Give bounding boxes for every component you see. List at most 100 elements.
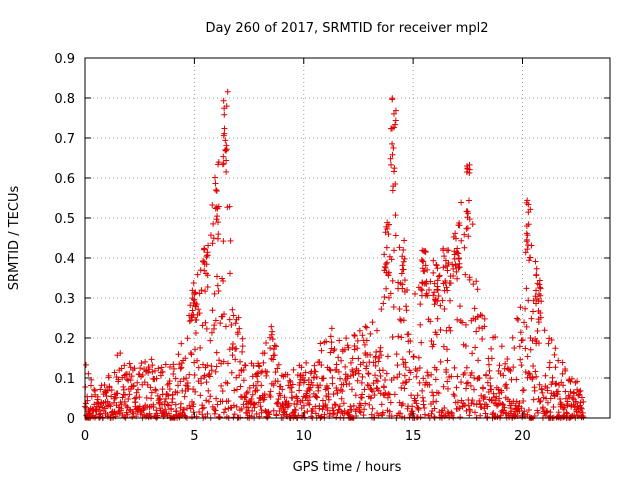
data-point — [129, 413, 136, 420]
data-point — [223, 103, 230, 110]
data-point — [454, 373, 461, 380]
data-point — [215, 287, 222, 294]
data-point — [481, 405, 488, 412]
data-point — [233, 345, 240, 352]
data-point — [120, 386, 127, 393]
chart-title: Day 260 of 2017, SRMTID for receiver mpl… — [206, 21, 489, 36]
data-point — [525, 370, 532, 377]
data-point — [361, 386, 368, 393]
data-point — [195, 306, 202, 313]
data-point — [541, 327, 548, 334]
data-point — [220, 97, 227, 104]
data-point — [216, 414, 223, 421]
data-point — [174, 382, 181, 389]
data-point — [434, 265, 441, 272]
data-point — [400, 317, 407, 324]
data-point — [547, 395, 554, 402]
data-point — [208, 329, 215, 336]
data-point — [457, 414, 464, 421]
data-point — [358, 379, 365, 386]
data-point — [369, 388, 376, 395]
data-point — [373, 348, 380, 355]
data-point — [535, 308, 542, 315]
data-point — [212, 317, 219, 324]
data-point — [282, 404, 289, 411]
data-point — [396, 371, 403, 378]
data-point — [437, 302, 444, 309]
data-point — [229, 352, 236, 359]
data-point — [204, 362, 211, 369]
x-axis-label: GPS time / hours — [293, 460, 402, 475]
data-point — [351, 346, 358, 353]
data-point — [270, 407, 277, 414]
data-point — [202, 288, 209, 295]
data-point — [210, 235, 217, 242]
data-point — [458, 379, 465, 386]
data-point — [517, 304, 524, 311]
data-point — [484, 379, 491, 386]
data-point — [518, 405, 525, 412]
data-point — [176, 414, 183, 421]
data-point — [535, 291, 542, 298]
data-point — [207, 393, 214, 400]
data-point — [445, 247, 452, 254]
data-point — [222, 323, 229, 330]
data-point — [271, 342, 278, 349]
data-point — [211, 290, 218, 297]
data-point — [401, 255, 408, 262]
data-point — [316, 358, 323, 365]
data-point — [524, 411, 531, 418]
data-point — [419, 258, 426, 265]
data-point — [207, 232, 214, 239]
data-point — [425, 372, 432, 379]
data-point — [578, 394, 585, 401]
data-point — [564, 410, 571, 417]
data-point — [306, 387, 313, 394]
data-point — [166, 386, 173, 393]
data-point — [212, 368, 219, 375]
data-point — [140, 405, 147, 412]
data-point — [471, 386, 478, 393]
data-point — [383, 285, 390, 292]
data-points — [82, 88, 587, 421]
data-point — [319, 397, 326, 404]
data-point — [198, 287, 205, 294]
data-point — [369, 319, 376, 326]
data-point — [191, 359, 198, 366]
data-point — [450, 265, 457, 272]
data-point — [352, 392, 359, 399]
data-point — [420, 268, 427, 275]
data-point — [174, 389, 181, 396]
data-point — [447, 280, 454, 287]
data-point — [431, 301, 438, 308]
data-point — [128, 373, 135, 380]
data-point — [466, 170, 473, 177]
data-point — [557, 395, 564, 402]
data-point — [503, 385, 510, 392]
data-point — [539, 405, 546, 412]
data-point — [535, 340, 542, 347]
data-point — [389, 125, 396, 132]
data-point — [544, 408, 551, 415]
data-point — [468, 400, 475, 407]
data-point — [289, 394, 296, 401]
data-point — [484, 403, 491, 410]
data-point — [487, 375, 494, 382]
data-point — [391, 247, 398, 254]
data-point — [465, 402, 472, 409]
data-point — [420, 247, 427, 254]
data-point — [203, 253, 210, 260]
data-point — [452, 261, 459, 268]
data-point — [223, 157, 230, 164]
data-point — [205, 242, 212, 249]
data-point — [261, 390, 268, 397]
data-point — [189, 307, 196, 314]
data-point — [350, 402, 357, 409]
data-point — [392, 121, 399, 128]
data-point — [108, 393, 115, 400]
data-point — [415, 354, 422, 361]
data-point — [515, 316, 522, 323]
data-point — [170, 371, 177, 378]
data-point — [204, 272, 211, 279]
data-point — [194, 357, 201, 364]
